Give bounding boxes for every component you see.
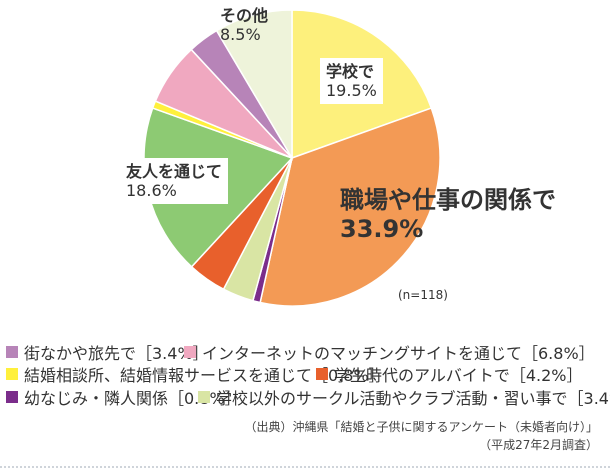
legend-text: 幼なじみ・隣人関係［0.8%］ (24, 389, 241, 408)
label-work-name: 職場や仕事の関係で (340, 186, 556, 214)
source-note: （出典）沖縄県「結婚と子供に関するアンケート（未婚者向け）」 （平成27年2月調… (244, 418, 598, 454)
label-work: 職場や仕事の関係で 33.9% (340, 186, 556, 244)
label-work-value: 33.9% (340, 214, 424, 243)
label-other: その他 8.5% (214, 2, 274, 48)
legend-swatch (6, 368, 18, 380)
legend-swatch (184, 346, 196, 358)
label-other-name: その他 (220, 6, 269, 25)
legend-item: 結婚相談所、結婚情報サービスを通じて［0.8%］ (6, 362, 385, 386)
legend-item: 街なかや旅先で［3.4%］ (6, 340, 209, 364)
pie-chart (143, 9, 441, 307)
label-friends: 友人を通じて 18.6% (120, 158, 229, 205)
divider (0, 466, 610, 468)
legend-text: 学校以外のサークル活動やクラブ活動・習い事で［3.4%］ (216, 389, 610, 408)
legend-swatch (198, 391, 210, 403)
legend-item: 学校以外のサークル活動やクラブ活動・習い事で［3.4%］ (198, 385, 610, 409)
pie-slice (259, 107, 441, 307)
label-friends-value: 18.6% (126, 181, 177, 201)
legend-text: 学生時代のアルバイトで［4.2%］ (334, 366, 583, 385)
legend-item: インターネットのマッチングサイトを通じて［6.8%］ (184, 340, 595, 364)
legend-item: 幼なじみ・隣人関係［0.8%］ (6, 385, 241, 409)
label-school-name: 学校で (326, 62, 375, 81)
legend-swatch (6, 346, 18, 358)
legend-item: 学生時代のアルバイトで［4.2%］ (316, 362, 583, 386)
pie-slice (215, 9, 293, 161)
legend-text: 街なかや旅先で［3.4%］ (24, 344, 209, 363)
label-school: 学校で 19.5% (320, 58, 383, 105)
source-line-2: （平成27年2月調査） (479, 438, 598, 452)
legend-swatch (316, 368, 328, 380)
legend-text: 結婚相談所、結婚情報サービスを通じて［0.8%］ (24, 366, 385, 385)
label-friends-name: 友人を通じて (126, 162, 223, 181)
source-line-1: （出典）沖縄県「結婚と子供に関するアンケート（未婚者向け）」 (244, 420, 598, 434)
sample-size-note: (n=118) (398, 288, 448, 302)
legend-swatch (6, 391, 18, 403)
label-school-value: 19.5% (326, 81, 377, 101)
label-other-value: 8.5% (220, 25, 261, 45)
legend-text: インターネットのマッチングサイトを通じて［6.8%］ (202, 344, 595, 363)
